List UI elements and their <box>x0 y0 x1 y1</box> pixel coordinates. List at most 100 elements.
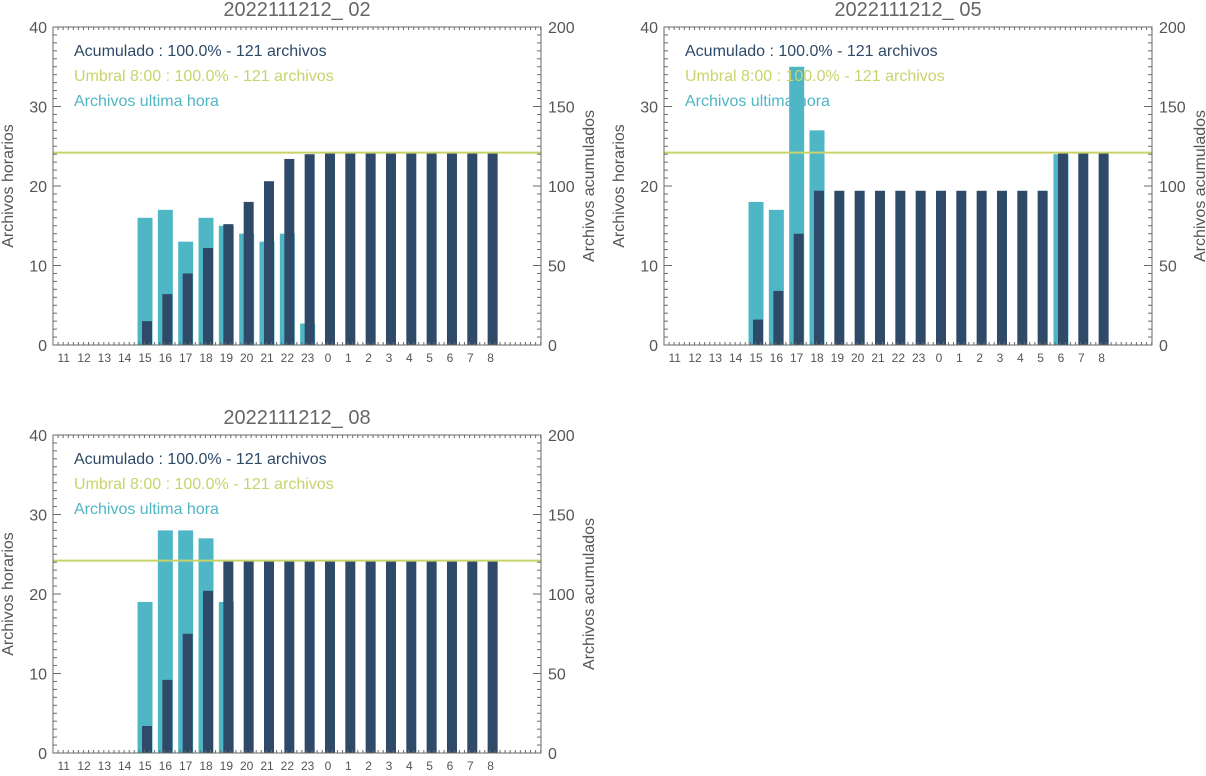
x-tick-label: 6 <box>447 351 454 365</box>
y-left-tick-label: 0 <box>38 746 47 763</box>
legend-entry: Archivos ultima hora <box>74 501 219 518</box>
x-tick-label: 23 <box>301 759 315 771</box>
x-tick-label: 0 <box>325 759 332 771</box>
x-tick-label: 16 <box>159 351 173 365</box>
x-tick-label: 6 <box>1058 351 1065 365</box>
cumulative-bar <box>264 560 274 753</box>
cumulative-bar <box>223 224 234 345</box>
x-tick-label: 23 <box>912 351 926 365</box>
y-left-tick-label: 40 <box>29 20 47 37</box>
cumulative-bar <box>976 190 987 345</box>
cumulative-bar <box>264 181 274 345</box>
x-tick-label: 4 <box>406 351 413 365</box>
y-right-tick-label: 150 <box>548 100 575 117</box>
x-tick-label: 17 <box>179 351 193 365</box>
legend-entry: Umbral 8:00 : 100.0% - 121 archivos <box>74 68 334 85</box>
x-tick-label: 0 <box>936 351 943 365</box>
y-left-tick-label: 20 <box>640 179 658 196</box>
y-right-tick-label: 200 <box>548 20 575 37</box>
x-tick-label: 19 <box>220 759 234 771</box>
x-tick-label: 7 <box>467 759 474 771</box>
x-tick-label: 21 <box>260 759 274 771</box>
x-tick-label: 1 <box>345 351 352 365</box>
x-tick-label: 12 <box>77 351 91 365</box>
y-right-tick-label: 100 <box>1159 179 1186 196</box>
y-right-tick-label: 0 <box>548 338 557 355</box>
y-right-tick-label: 150 <box>548 508 575 525</box>
cumulative-bar <box>753 319 764 345</box>
x-tick-label: 22 <box>281 351 295 365</box>
cumulative-bar <box>773 290 784 345</box>
cumulative-bar <box>223 560 234 753</box>
x-tick-label: 18 <box>810 351 824 365</box>
x-tick-label: 4 <box>406 759 413 771</box>
cumulative-bar <box>142 725 153 753</box>
y-left-tick-label: 0 <box>38 338 47 355</box>
y-right-tick-label: 0 <box>1159 338 1168 355</box>
x-tick-label: 14 <box>118 759 132 771</box>
x-tick-label: 16 <box>770 351 784 365</box>
y-left-tick-label: 10 <box>29 667 47 684</box>
y-left-tick-label: 30 <box>29 508 47 525</box>
x-tick-label: 17 <box>179 759 193 771</box>
x-tick-label: 5 <box>426 759 433 771</box>
x-tick-label: 11 <box>57 759 70 771</box>
y-left-tick-label: 10 <box>640 259 658 276</box>
x-tick-label: 13 <box>709 351 723 365</box>
cumulative-bar <box>1017 190 1028 345</box>
cumulative-bar <box>345 152 356 345</box>
x-tick-label: 19 <box>220 351 234 365</box>
cumulative-bar <box>324 152 335 345</box>
cumulative-bar <box>162 679 173 753</box>
cumulative-bar <box>345 560 356 753</box>
x-tick-label: 14 <box>118 351 132 365</box>
cumulative-bar <box>446 560 457 753</box>
cumulative-bar <box>446 152 457 345</box>
y-left-tick-label: 40 <box>29 428 47 445</box>
x-tick-label: 20 <box>851 351 865 365</box>
x-tick-label: 8 <box>1098 351 1105 365</box>
legend-entry: Archivos ultima hora <box>74 93 219 110</box>
y-left-axis-label: Archivos horarios <box>0 532 17 656</box>
x-tick-label: 21 <box>871 351 885 365</box>
chart-title: 2022111212_ 02 <box>223 0 370 21</box>
cumulative-bar <box>365 152 376 345</box>
cumulative-bar <box>243 201 254 345</box>
cumulative-bar <box>406 560 417 753</box>
x-tick-label: 2 <box>365 759 372 771</box>
x-tick-label: 3 <box>386 759 393 771</box>
x-tick-label: 1 <box>956 351 963 365</box>
y-right-axis-label: Archivos acumulados <box>581 110 598 262</box>
cumulative-bar <box>182 633 193 753</box>
y-right-tick-label: 50 <box>548 667 566 684</box>
x-tick-label: 3 <box>997 351 1004 365</box>
cumulative-bar <box>1037 190 1048 345</box>
x-tick-label: 22 <box>892 351 906 365</box>
y-left-axis-label: Archivos horarios <box>611 124 628 248</box>
x-tick-label: 11 <box>57 351 70 365</box>
y-right-tick-label: 0 <box>548 746 557 763</box>
x-tick-label: 13 <box>98 759 112 771</box>
x-tick-label: 6 <box>447 759 454 771</box>
x-tick-label: 17 <box>790 351 804 365</box>
cumulative-bar <box>487 560 498 753</box>
cumulative-bar <box>935 190 946 345</box>
y-left-tick-label: 20 <box>29 587 47 604</box>
x-tick-label: 4 <box>1017 351 1024 365</box>
y-left-tick-label: 30 <box>29 100 47 117</box>
cumulative-bar <box>467 152 478 345</box>
cumulative-bar <box>915 190 926 345</box>
cumulative-bar <box>834 190 845 345</box>
cumulative-bar <box>854 190 865 345</box>
y-left-tick-label: 0 <box>649 338 658 355</box>
cumulative-bar <box>182 273 193 345</box>
x-tick-label: 20 <box>240 351 254 365</box>
cumulative-bar <box>426 560 437 753</box>
x-tick-label: 5 <box>426 351 433 365</box>
legend-entry: Umbral 8:00 : 100.0% - 121 archivos <box>685 68 945 85</box>
x-tick-label: 22 <box>281 759 295 771</box>
y-right-tick-label: 200 <box>1159 20 1186 37</box>
y-left-tick-label: 20 <box>29 179 47 196</box>
y-left-tick-label: 30 <box>640 100 658 117</box>
